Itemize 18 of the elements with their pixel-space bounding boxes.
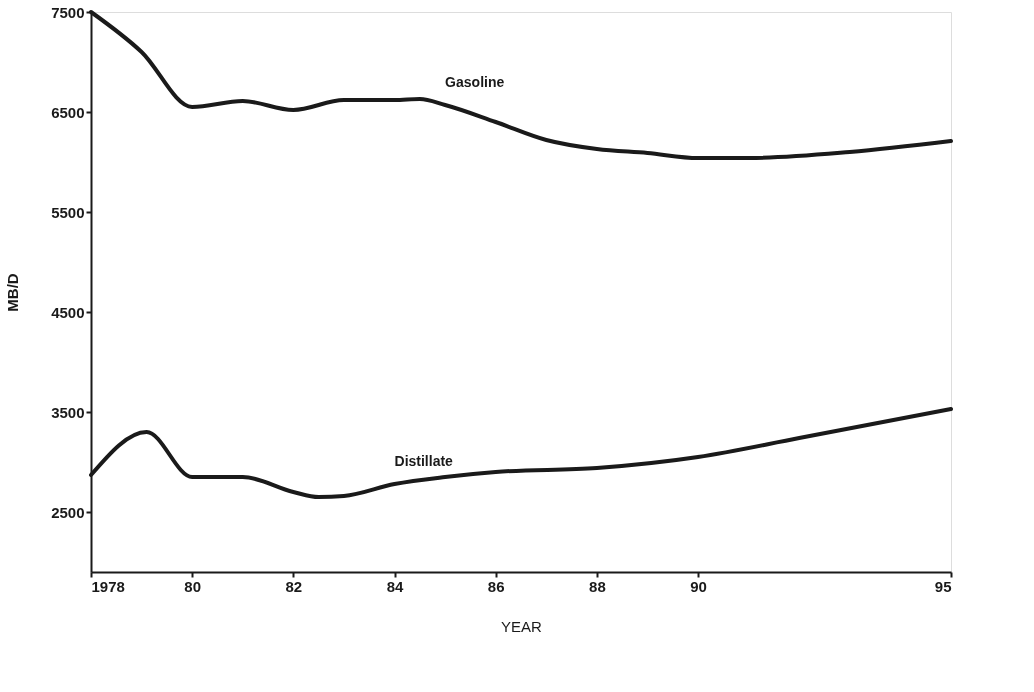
y-tick-label: 4500 xyxy=(51,303,85,321)
series-label: Distillate xyxy=(394,453,454,469)
y-tick-label: 3500 xyxy=(51,403,85,421)
y-tick-label: 5500 xyxy=(51,203,85,221)
x-tick-label: 95 xyxy=(934,577,952,595)
y-tick-label: 6500 xyxy=(51,103,85,121)
x-tick-label: 86 xyxy=(487,577,505,595)
series-label: Gasoline xyxy=(445,74,505,90)
x-tick-label: 88 xyxy=(589,577,606,595)
x-tick-label: 82 xyxy=(285,577,303,595)
x-tick-label: 80 xyxy=(184,577,202,595)
y-tick-label: 7500 xyxy=(51,3,85,21)
y-tick-label: 2500 xyxy=(51,503,85,521)
x-tick-label: 84 xyxy=(386,577,405,595)
x-tick-label: 90 xyxy=(690,577,707,595)
x-axis-title: YEAR xyxy=(501,617,543,635)
x-tick-label: 1978 xyxy=(91,577,125,595)
y-axis-title: MB/D xyxy=(4,273,22,312)
